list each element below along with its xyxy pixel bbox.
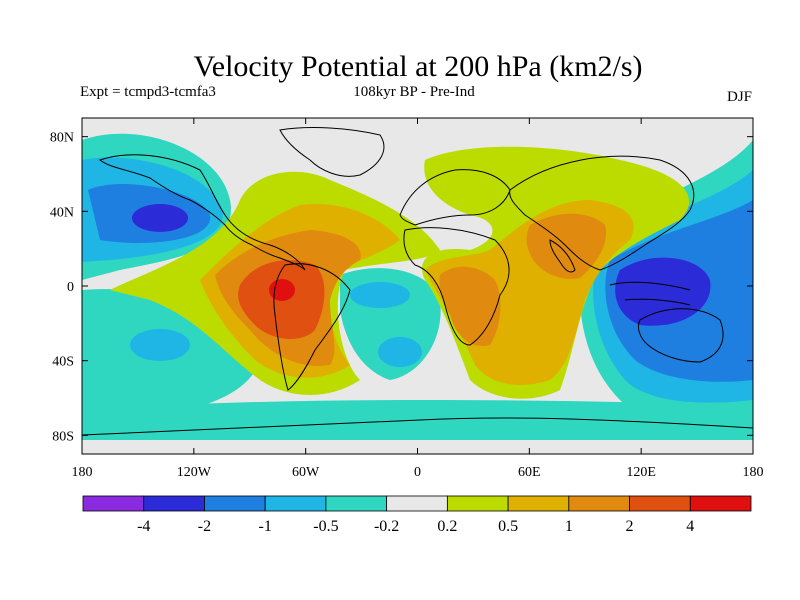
indonesia-coast (609, 281, 691, 306)
colorbar-label: 0.5 (498, 518, 518, 535)
south-atlantic-core-b (378, 337, 422, 367)
colorbar-label: -0.2 (374, 518, 399, 535)
colorbar-label: 0.2 (437, 518, 457, 535)
experiment-label: Expt = tcmpd3-tcmfa3 (80, 84, 216, 100)
south-america-coast (273, 263, 351, 391)
period-label: 108kyr BP - Pre-Ind (353, 84, 475, 100)
colorbar-swatch (82, 495, 145, 512)
colorbar: -4 -2 -1 -0.5 -0.2 0.2 0.5 1 2 4 (82, 495, 752, 535)
plot-title: Velocity Potential at 200 hPa (km2/s) (193, 50, 642, 83)
colorbar-swatch (204, 495, 266, 512)
colorbar-swatch (446, 495, 509, 512)
x-tick-label: 60W (292, 465, 320, 480)
y-tick-label: 0 (67, 280, 74, 295)
y-tick-label: 80S (52, 429, 74, 444)
x-tick-label: 60E (518, 465, 541, 480)
x-tick-label: 180 (72, 465, 93, 480)
north-america-coast (98, 154, 306, 271)
x-tick-label: 0 (414, 465, 421, 480)
contour-fill (82, 133, 753, 440)
y-tick-label: 80N (50, 131, 74, 146)
colorbar-swatch (386, 495, 448, 512)
x-tick-label: 180 (743, 465, 764, 480)
x-tick-label: 120W (177, 465, 212, 480)
colorbar-label: -0.5 (313, 518, 338, 535)
colorbar-swatch (264, 495, 327, 512)
africa-high (439, 266, 501, 346)
south-america-maximum (269, 279, 295, 301)
north-pacific-center (132, 204, 188, 232)
colorbar-swatch (143, 495, 205, 512)
colorbar-swatch (568, 495, 630, 512)
south-atlantic-core-a (350, 282, 410, 308)
map-panel: 180 120W 60W 0 60E 120E 180 80N 40N 0 40S 80S (50, 117, 764, 480)
south-pacific-core (130, 329, 190, 361)
asia-coast (509, 155, 695, 271)
europe-coast (399, 169, 511, 226)
colorbar-swatch (325, 495, 388, 512)
colorbar-label: 1 (565, 518, 573, 535)
colorbar-label: -4 (137, 518, 150, 535)
colorbar-label: -2 (198, 518, 211, 535)
y-tick-label: 40S (52, 355, 74, 370)
colorbar-swatch (629, 495, 691, 512)
colorbar-label: 4 (686, 518, 694, 535)
axis-ticks: 180 120W 60W 0 60E 120E 180 80N 40N 0 40S 80S (50, 118, 764, 480)
colorbar-swatch (689, 495, 752, 512)
india-coast (549, 239, 576, 273)
colorbar-swatch (507, 495, 570, 512)
season-label: DJF (727, 89, 752, 105)
greenland-coast (279, 127, 385, 177)
coastlines (82, 127, 753, 436)
antarctica-coast (82, 417, 753, 436)
africa-coast (403, 227, 510, 346)
y-tick-label: 40N (50, 205, 74, 220)
colorbar-label: -1 (259, 518, 272, 535)
x-tick-label: 120E (626, 465, 656, 480)
australia-coast (637, 308, 724, 363)
colorbar-label: 2 (626, 518, 634, 535)
